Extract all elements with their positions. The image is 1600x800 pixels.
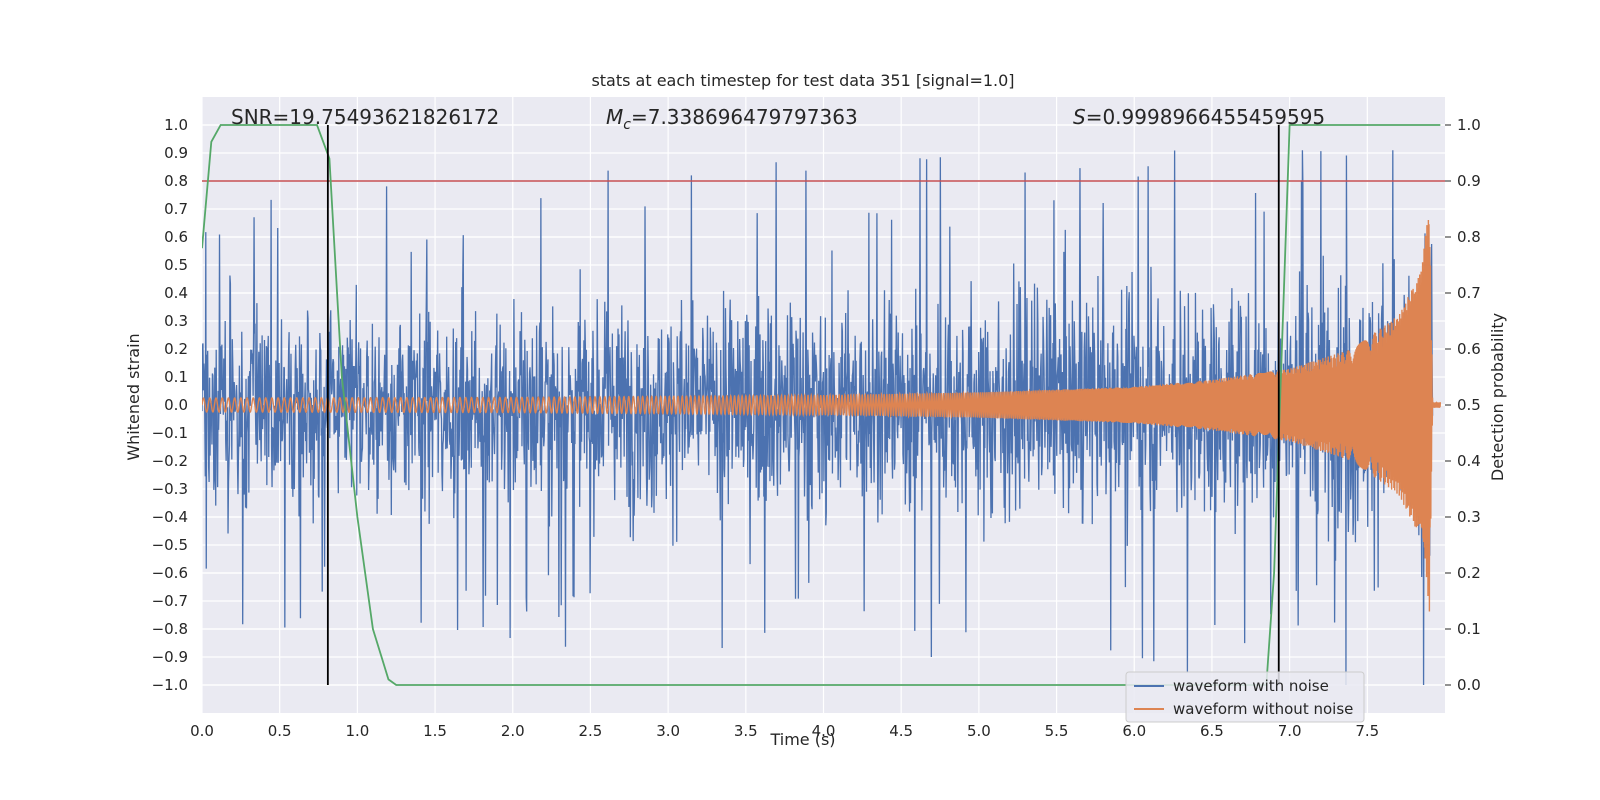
legend-label-noise: waveform with noise [1173,677,1329,695]
y-tick-label: 0.9 [164,144,188,162]
x-tick-label: 1.0 [345,722,369,740]
y2-tick-label: 0.9 [1457,172,1481,190]
clean-waveform-line [202,219,1442,612]
y-tick-label: −0.5 [152,536,188,554]
data-layer [202,124,1445,686]
y-tick-label: 0.1 [164,368,188,386]
y-tick-label: 0.5 [164,256,188,274]
y-tick-label: −1.0 [152,676,188,694]
x-tick-label: 5.0 [967,722,991,740]
y2-tick-label: 0.1 [1457,620,1481,638]
y2-tick-label: 0.3 [1457,508,1481,526]
snr-annotation: SNR=19.75493621826172 [231,105,499,129]
y-tick-label: 0.2 [164,340,188,358]
y2-tick-label: 0.7 [1457,284,1481,302]
y-tick-label: −0.2 [152,452,188,470]
x-tick-label: 0.0 [190,722,214,740]
chart-title: stats at each timestep for test data 351… [591,71,1014,90]
y2-tick-label: 0.8 [1457,228,1481,246]
y-tick-label: −0.3 [152,480,188,498]
x-axis-label: Time (s) [769,730,835,749]
y2-tick-label: 0.5 [1457,396,1481,414]
legend-box [1125,671,1365,723]
x-tick-label: 7.5 [1355,722,1379,740]
x-tick-label: 3.0 [656,722,680,740]
mc-value: =7.338696479797363 [631,105,858,129]
x-tick-label: 3.5 [734,722,758,740]
x-tick-label: 2.0 [501,722,525,740]
y-tick-label: 0.3 [164,312,188,330]
y2-tick-label: 0.6 [1457,340,1481,358]
y2-tick-label: 0.2 [1457,564,1481,582]
y-tick-label: 0.4 [164,284,188,302]
y2-axis-label: Detection probability [1488,313,1507,481]
x-tick-label: 5.5 [1045,722,1069,740]
legend-label-clean: waveform without noise [1173,700,1353,718]
x-tick-label: 6.5 [1200,722,1224,740]
s-symbol: S [1073,105,1086,129]
y-tick-label: −0.8 [152,620,188,638]
y-tick-label: −0.4 [152,508,188,526]
y-tick-label: −0.1 [152,424,188,442]
mc-subscript: c [623,117,631,133]
x-tick-label: 4.0 [812,722,836,740]
x-tick-label: 6.0 [1122,722,1146,740]
mc-symbol: M [606,105,623,129]
x-tick-label: 4.5 [889,722,913,740]
x-tick-label: 7.0 [1278,722,1302,740]
x-tick-label: 2.5 [579,722,603,740]
y-tick-label: 0.8 [164,172,188,190]
y-tick-label: 0.7 [164,200,188,218]
axis-ticks: 0.0 0.5 1.0 1.5 2.0 2.5 3.0 3.5 4.0 4.5 5.0 5.5 6.0 6… [152,116,1481,740]
y-tick-label: 1.0 [164,116,188,134]
y-tick-label: −0.9 [152,648,188,666]
x-tick-label: 0.5 [268,722,292,740]
x-tick-label: 1.5 [423,722,447,740]
mc-annotation: Mc=7.338696479797363 [606,105,858,133]
y2-tick-label: 1.0 [1457,116,1481,134]
y2-tick-label: 0.0 [1457,676,1481,694]
y-tick-label: 0.6 [164,228,188,246]
y-tick-label: −0.7 [152,592,188,610]
y-axis-label: Whitened strain [124,333,143,460]
s-annotation: S=0.9998966455459595 [1073,105,1325,129]
s-value: =0.9998966455459595 [1086,105,1325,129]
y-tick-label: 0.0 [164,396,188,414]
y-tick-label: −0.6 [152,564,188,582]
y2-tick-label: 0.4 [1457,452,1481,470]
legend: waveform with noise waveform without noi… [1125,671,1365,723]
